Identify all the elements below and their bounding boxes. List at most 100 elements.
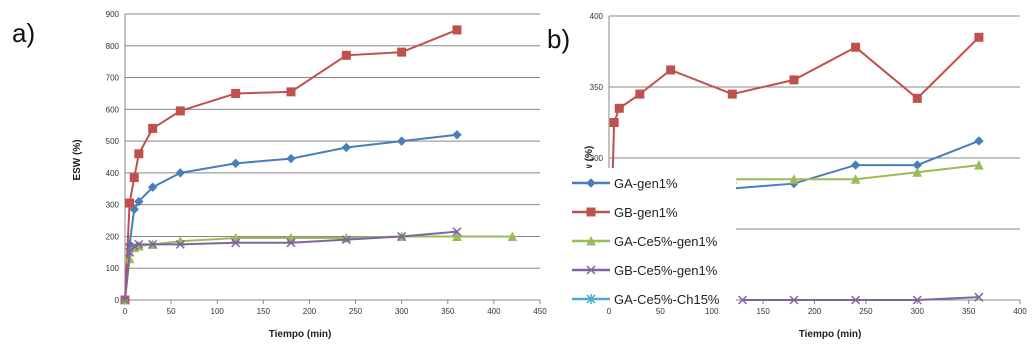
chart-a-point-gb-ce5-gen1 <box>286 238 296 248</box>
chart-a-point-gb-ce5-gen1 <box>397 231 407 241</box>
chart-b-point-gb-ce5-gen1 <box>738 295 748 305</box>
chart-a-point-gb-ce5-gen1 <box>125 247 135 257</box>
chart-a-x-tick-label: 300 <box>395 307 409 316</box>
chart-a-point-gb-gen1 <box>148 123 158 133</box>
chart-b-point-gb-ce5-gen1 <box>974 292 984 302</box>
chart-a-x-tick-label: 0 <box>123 307 128 316</box>
chart-b-legend: GA-gen1% GB-gen1% GA-Ce5%-gen1% GB-Ce5%-gen… <box>568 168 736 308</box>
chart-a-x-tick-labels: 0 50 100 150 200 250 300 350 400 450 <box>123 300 547 316</box>
chart-b-point-gb-gen1 <box>974 32 984 42</box>
chart-a-x-axis-title: Tiempo (min) <box>269 329 332 340</box>
chart-a-x-tick-label: 100 <box>211 307 225 316</box>
chart-b-point-ga-ce5-gen1 <box>974 159 984 170</box>
chart-b-legend-label: GA-gen1% <box>614 176 678 191</box>
chart-a-point-ga-gen1 <box>452 130 462 140</box>
chart-b-legend-box <box>568 168 736 308</box>
chart-b-legend-label: GA-Ce5%-Ch15% <box>614 292 720 307</box>
chart-a-point-gb-gen1 <box>341 50 351 60</box>
chart-b-point-ga-ce5-gen1 <box>789 174 799 184</box>
chart-a-point-ga-gen1 <box>341 142 352 153</box>
chart-a-x-tick-label: 350 <box>441 307 455 316</box>
chart-a-y-tick-labels: 0 100 200 300 400 500 600 700 800 900 <box>106 10 120 305</box>
chart-b-point-gb-ce5-gen1 <box>789 295 799 305</box>
chart-a-point-gb-gen1 <box>397 47 407 57</box>
chart-b-x-tick-label: 300 <box>911 307 925 316</box>
chart-b-point-ga-gen1 <box>974 136 984 146</box>
chart-b-x-axis-title: Tiempo (min) <box>799 329 862 340</box>
chart-b-legend-label: GA-Ce5%-gen1% <box>614 234 718 249</box>
chart-b-point-gb-ce5-gen1 <box>851 295 861 305</box>
chart-b-point-gb-gen1 <box>851 42 861 52</box>
chart-a-x-tick-label: 200 <box>303 307 317 316</box>
chart-a-point-ga-gen1 <box>396 136 407 146</box>
chart-b-y-tick-label: 350 <box>590 83 604 92</box>
chart-a-y-tick-label: 0 <box>115 296 120 305</box>
chart-b-legend-label: GB-Ce5%-gen1% <box>614 263 718 278</box>
chart-b-point-ga-ce5-gen1 <box>850 174 861 184</box>
chart-b-x-tick-label: 250 <box>859 307 873 316</box>
chart-a-point-gb-gen1 <box>134 149 144 159</box>
chart-b-x-tick-label: 400 <box>1013 307 1027 316</box>
chart-a-point-ga-gen1 <box>147 182 158 192</box>
chart-a-x-tick-label: 250 <box>349 307 363 316</box>
chart-a-point-gb-gen1 <box>125 198 135 208</box>
chart-a-point-ga-gen1 <box>230 158 241 169</box>
chart-a-y-tick-label: 200 <box>106 232 120 241</box>
chart-b-point-gb-gen1 <box>614 103 624 113</box>
chart-b-y-tick-label: 300 <box>590 154 604 163</box>
chart-b-point-gb-gen1 <box>727 89 737 99</box>
chart-a-y-tick-label: 400 <box>106 169 120 178</box>
chart-a-y-tick-label: 300 <box>106 201 120 210</box>
chart-a-point-gb-gen1 <box>286 87 296 97</box>
chart-a-point-gb-gen1 <box>175 106 185 116</box>
chart-b-x-tick-label: 200 <box>808 307 822 316</box>
chart-b-series-line-gb-ce5-gen1 <box>742 296 979 301</box>
chart-a-point-ga-gen1 <box>175 168 186 178</box>
chart-b-point-gb-gen1 <box>635 89 645 99</box>
chart-b-x-tick-label: 50 <box>656 307 665 316</box>
chart-a-point-ga-ce5-gen1 <box>452 231 462 241</box>
chart-a-point-gb-gen1 <box>129 173 139 183</box>
chart-b-legend-marker <box>586 265 596 275</box>
chart-a-y-tick-label: 700 <box>106 74 120 83</box>
chart-b-x-tick-label: 150 <box>756 307 770 316</box>
chart-a-x-tick-label: 450 <box>533 307 547 316</box>
chart-a-gridlines <box>124 13 540 301</box>
chart-b-point-gb-ce5-gen1 <box>912 295 922 305</box>
chart-b-series-line-gb-gen1 <box>608 36 980 301</box>
chart-a-y-axis-title: ESW (%) <box>72 139 83 180</box>
chart-a-y-tick-label: 100 <box>106 264 120 273</box>
chart-a-point-gb-ce5-gen1 <box>120 295 130 305</box>
chart-b-point-ga-gen1 <box>850 160 861 170</box>
chart-a-y-tick-label: 600 <box>106 105 120 114</box>
chart-b-point-gb-gen1 <box>609 118 619 127</box>
chart-b-point-gb-gen1 <box>789 75 799 85</box>
chart-b-legend-marker <box>586 294 596 304</box>
chart-a-point-gb-ce5-gen1 <box>452 227 462 237</box>
panel-b-label: b) <box>547 24 570 54</box>
chart-a-x-tick-label: 50 <box>167 307 176 316</box>
chart-b-point-ga-ce5-gen1 <box>912 167 923 177</box>
chart-a-x-tick-label: 400 <box>487 307 501 316</box>
chart-b-legend-marker <box>586 178 596 188</box>
chart-a-point-gb-ce5-gen1 <box>175 239 185 249</box>
chart-a-point-gb-ce5-gen1 <box>134 239 144 249</box>
chart-a-point-gb-gen1 <box>452 25 462 35</box>
chart-b-y-axis-title: Esw (%) <box>584 146 595 184</box>
chart-b-x-tick-label: 0 <box>607 307 612 316</box>
chart-a: 0 100 200 300 400 500 600 700 800 900 0 50 100 150 20… <box>72 10 547 340</box>
chart-a-point-gb-gen1 <box>231 88 241 98</box>
chart-a-x-tick-label: 150 <box>257 307 271 316</box>
chart-a-y-tick-label: 800 <box>106 42 120 51</box>
chart-a-point-ga-gen1 <box>134 196 144 207</box>
chart-b-legend-marker <box>586 235 596 246</box>
chart-b-x-tick-label: 100 <box>705 307 719 316</box>
chart-a-point-gb-ce5-gen1 <box>231 238 241 248</box>
chart-b-point-gb-gen1 <box>912 93 922 103</box>
chart-b-y-tick-label: 400 <box>590 12 604 21</box>
chart-b-legend-marker <box>586 207 596 217</box>
chart-a-point-gb-ce5-gen1 <box>148 239 158 249</box>
chart-a-point-ga-ce5-gen1 <box>507 231 518 241</box>
